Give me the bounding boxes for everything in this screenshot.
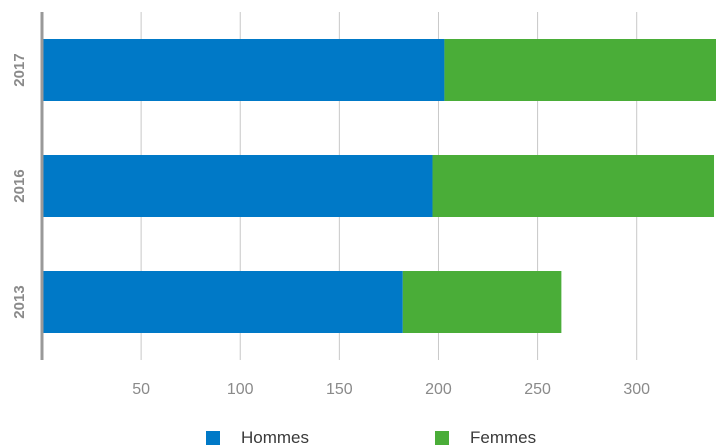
x-tick-label: 300 [623,381,650,398]
legend-item-hommes: Hommes [206,429,309,446]
category-label-2017: 2017 [11,53,28,86]
bar-femmes-2017 [444,39,716,101]
x-tick-label: 200 [425,381,452,398]
legend-label-hommes: Hommes [241,428,310,447]
x-tick-label: 50 [132,381,150,398]
bar-hommes-2017 [42,39,445,101]
legend-label-femmes: Femmes [470,428,537,447]
x-tick-label: 150 [326,381,353,398]
category-labels: 2017 2016 2013 [11,53,28,318]
bar-femmes-2013 [402,271,562,333]
legend-swatch-femmes [435,430,449,445]
legend: Hommes Femmes [0,426,716,446]
category-label-2013: 2013 [11,285,28,318]
x-tick-labels: 50 100 150 200 250 300 [132,381,650,398]
category-label-2016: 2016 [11,169,28,202]
x-tick-label: 250 [524,381,551,398]
bar-hommes-2013 [42,271,403,333]
bars [42,39,716,333]
bar-hommes-2016 [42,155,433,217]
legend-swatch-hommes [206,430,220,445]
bar-femmes-2016 [432,155,715,217]
legend-item-femmes: Femmes [435,429,536,446]
x-tick-label: 100 [227,381,254,398]
